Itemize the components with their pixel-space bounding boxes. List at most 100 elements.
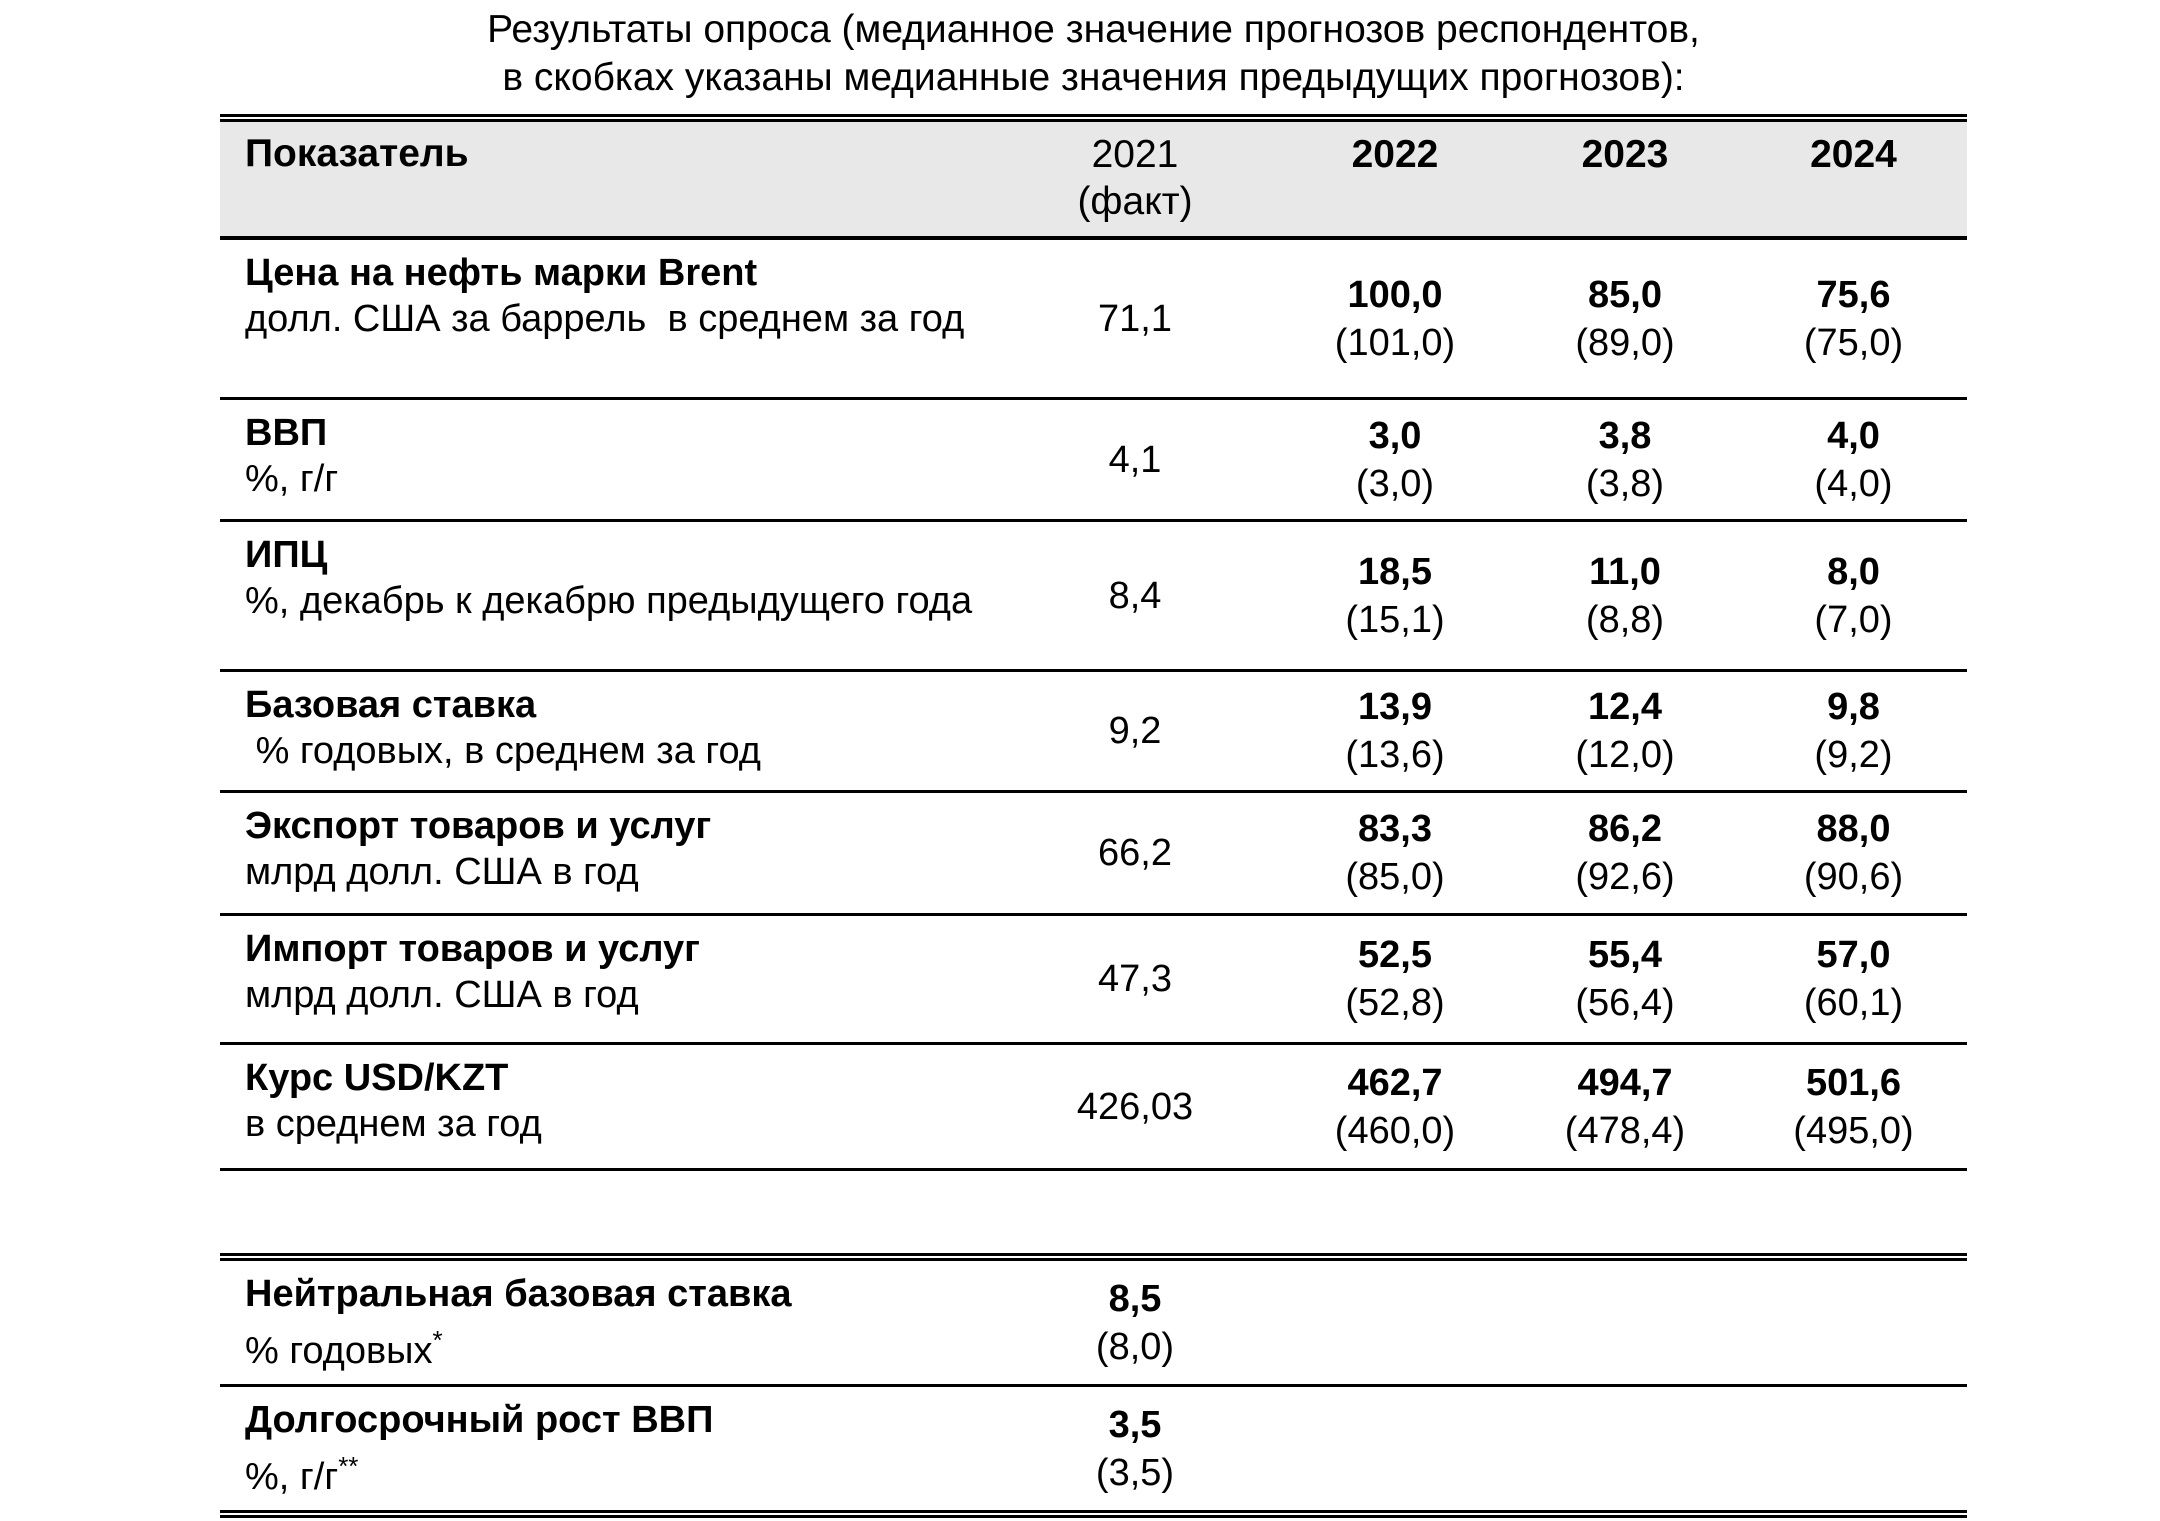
indicator-cell: Импорт товаров и услуг млрд долл. США в …: [220, 916, 990, 1042]
forecast-median: 8,0: [1827, 550, 1880, 593]
fact-value-cell: 9,2: [990, 672, 1280, 790]
table-header-row: Показатель 2021 (факт) 2022 2023 2024: [220, 122, 1967, 240]
forecast-median: 4,0: [1827, 414, 1880, 457]
forecast-2022-cell: 18,5 (15,1): [1280, 522, 1510, 669]
forecast-median: 11,0: [1589, 550, 1661, 593]
footnote-marker: **: [338, 1451, 359, 1481]
forecast-2024-cell: 501,6 (495,0): [1740, 1045, 1967, 1168]
empty-cell: [1280, 1387, 1510, 1510]
forecast-median: 3,8: [1598, 414, 1652, 457]
forecast-2023-cell: 12,4 (12,0): [1510, 672, 1740, 790]
forecast-previous: (101,0): [1334, 321, 1456, 364]
table-row-imports: Импорт товаров и услуг млрд долл. США в …: [220, 916, 1967, 1045]
forecast-table: Показатель 2021 (факт) 2022 2023 2024 Це…: [220, 114, 1967, 1171]
forecast-median: 100,0: [1347, 273, 1443, 316]
forecast-median: 83,3: [1358, 808, 1432, 850]
table-row-neutral-rate: Нейтральная базовая ставка % годовых* 8,…: [220, 1261, 1967, 1387]
indicator-cell: ИПЦ %, декабрь к декабрю предыдущего год…: [220, 522, 990, 669]
forecast-median: 88,0: [1816, 808, 1891, 850]
forecast-previous: (478,4): [1564, 1109, 1686, 1152]
forecast-median: 494,7: [1577, 1061, 1673, 1104]
value-cell: 8,5 (8,0): [990, 1261, 1280, 1384]
indicator-name: Цена на нефть марки Brent: [245, 252, 758, 294]
forecast-previous: (56,4): [1575, 982, 1675, 1024]
header-2021-year: 2021: [1091, 133, 1179, 176]
title-line-1: Результаты опроса (медианное значение пр…: [487, 8, 1700, 51]
forecast-previous: (7,0): [1814, 598, 1893, 641]
forecast-median: 52,5: [1358, 934, 1432, 976]
fact-value-cell: 4,1: [990, 400, 1280, 519]
forecast-median: 8,5: [1108, 1277, 1162, 1320]
forecast-previous: (15,1): [1345, 598, 1445, 641]
fact-value-cell: 66,2: [990, 793, 1280, 913]
empty-cell: [1510, 1387, 1740, 1510]
indicator-cell: Экспорт товаров и услуг млрд долл. США в…: [220, 793, 990, 913]
header-2022: 2022: [1351, 133, 1439, 176]
forecast-2023-cell: 3,8 (3,8): [1510, 400, 1740, 519]
fact-value: 9,2: [1108, 710, 1162, 752]
header-2021-note: (факт): [1077, 180, 1193, 223]
forecast-2023-cell: 494,7 (478,4): [1510, 1045, 1740, 1168]
forecast-2023-cell: 86,2 (92,6): [1510, 793, 1740, 913]
indicator-unit: долл. США за баррель в среднем за год: [245, 298, 965, 340]
indicator-unit: в среднем за год: [245, 1103, 542, 1145]
empty-cell: [1280, 1261, 1510, 1384]
indicator-unit: млрд долл. США в год: [245, 851, 639, 893]
indicator-cell: Долгосрочный рост ВВП %, г/г**: [220, 1387, 990, 1510]
forecast-median: 501,6: [1805, 1061, 1902, 1104]
indicator-unit: % годовых*: [245, 1325, 443, 1372]
indicator-name: ИПЦ: [245, 534, 328, 576]
table-row-brent: Цена на нефть марки Brent долл. США за б…: [220, 240, 1967, 400]
forecast-previous: (460,0): [1334, 1109, 1456, 1152]
forecast-previous: (13,6): [1345, 734, 1445, 776]
indicator-unit: млрд долл. США в год: [245, 974, 639, 1016]
forecast-median: 57,0: [1816, 934, 1891, 976]
indicator-cell: ВВП %, г/г: [220, 400, 990, 519]
indicator-cell: Цена на нефть марки Brent долл. США за б…: [220, 240, 990, 397]
indicator-cell: Нейтральная базовая ставка % годовых*: [220, 1261, 990, 1384]
forecast-2024-cell: 4,0 (4,0): [1740, 400, 1967, 519]
long-term-table: Нейтральная базовая ставка % годовых* 8,…: [220, 1253, 1967, 1518]
indicator-unit: %, декабрь к декабрю предыдущего года: [245, 580, 973, 622]
forecast-2022-cell: 100,0 (101,0): [1280, 240, 1510, 397]
fact-value: 66,2: [1098, 832, 1172, 874]
forecast-2024-cell: 75,6 (75,0): [1740, 240, 1967, 397]
forecast-median: 3,5: [1108, 1403, 1162, 1446]
forecast-previous: (75,0): [1803, 321, 1904, 364]
table-row-cpi: ИПЦ %, декабрь к декабрю предыдущего год…: [220, 522, 1967, 672]
indicator-name: ВВП: [245, 412, 328, 454]
indicator-name: Курс USD/KZT: [245, 1057, 509, 1099]
fact-value-cell: 8,4: [990, 522, 1280, 669]
forecast-previous: (52,8): [1345, 982, 1445, 1024]
forecast-previous: (9,2): [1814, 734, 1893, 776]
table-row-gdp: ВВП %, г/г 4,1 3,0 (3,0) 3,8 (3,8) 4,0 (…: [220, 400, 1967, 522]
forecast-median: 75,6: [1816, 273, 1891, 316]
forecast-previous: (89,0): [1575, 321, 1675, 364]
forecast-2024-cell: 57,0 (60,1): [1740, 916, 1967, 1042]
empty-cell: [1510, 1261, 1740, 1384]
forecast-previous: (12,0): [1575, 734, 1675, 776]
indicator-cell: Курс USD/KZT в среднем за год: [220, 1045, 990, 1168]
forecast-median: 9,8: [1827, 686, 1880, 728]
forecast-2024-cell: 9,8 (9,2): [1740, 672, 1967, 790]
fact-value: 4,1: [1108, 438, 1162, 481]
table-row-longterm-gdp: Долгосрочный рост ВВП %, г/г** 3,5 (3,5): [220, 1387, 1967, 1518]
forecast-previous: (3,8): [1585, 462, 1665, 505]
table-row-base-rate: Базовая ставка % годовых, в среднем за г…: [220, 672, 1967, 793]
fact-value-cell: 47,3: [990, 916, 1280, 1042]
value-cell: 3,5 (3,5): [990, 1387, 1280, 1510]
fact-value: 8,4: [1108, 574, 1162, 617]
empty-cell: [1740, 1387, 1967, 1510]
title-line-2: в скобках указаны медианные значения пре…: [502, 56, 1685, 99]
header-2024: 2024: [1810, 133, 1897, 176]
forecast-previous: (3,0): [1355, 462, 1435, 505]
indicator-unit: %, г/г**: [245, 1451, 359, 1498]
forecast-2024-cell: 88,0 (90,6): [1740, 793, 1967, 913]
header-2023: 2023: [1581, 133, 1669, 176]
forecast-2022-cell: 462,7 (460,0): [1280, 1045, 1510, 1168]
forecast-previous: (8,0): [1095, 1325, 1175, 1368]
header-indicator: Показатель: [245, 132, 469, 175]
table-row-exports: Экспорт товаров и услуг млрд долл. США в…: [220, 793, 1967, 916]
forecast-2023-cell: 11,0 (8,8): [1510, 522, 1740, 669]
